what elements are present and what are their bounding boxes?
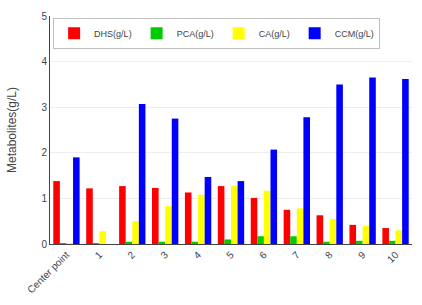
svg-text:9: 9 bbox=[356, 249, 368, 261]
svg-text:CCM(g/L): CCM(g/L) bbox=[335, 29, 374, 39]
svg-text:Center point: Center point bbox=[25, 249, 71, 295]
svg-text:4: 4 bbox=[41, 56, 47, 67]
svg-text:6: 6 bbox=[257, 249, 269, 261]
svg-text:3: 3 bbox=[158, 249, 170, 261]
svg-text:1: 1 bbox=[41, 193, 47, 204]
svg-text:5: 5 bbox=[41, 11, 47, 22]
svg-text:10: 10 bbox=[385, 249, 401, 265]
svg-text:7: 7 bbox=[290, 249, 302, 261]
svg-text:3: 3 bbox=[41, 102, 47, 113]
svg-text:0: 0 bbox=[41, 239, 47, 250]
svg-text:Metabolites(g/L): Metabolites(g/L) bbox=[5, 87, 19, 173]
svg-text:DHS(g/L): DHS(g/L) bbox=[94, 29, 132, 39]
svg-text:1: 1 bbox=[93, 249, 105, 261]
svg-text:CA(g/L): CA(g/L) bbox=[259, 29, 290, 39]
svg-text:2: 2 bbox=[126, 249, 138, 261]
svg-text:5: 5 bbox=[224, 249, 236, 261]
svg-text:4: 4 bbox=[191, 249, 203, 261]
svg-text:8: 8 bbox=[323, 249, 335, 261]
svg-text:PCA(g/L): PCA(g/L) bbox=[177, 29, 214, 39]
svg-text:2: 2 bbox=[41, 147, 47, 158]
